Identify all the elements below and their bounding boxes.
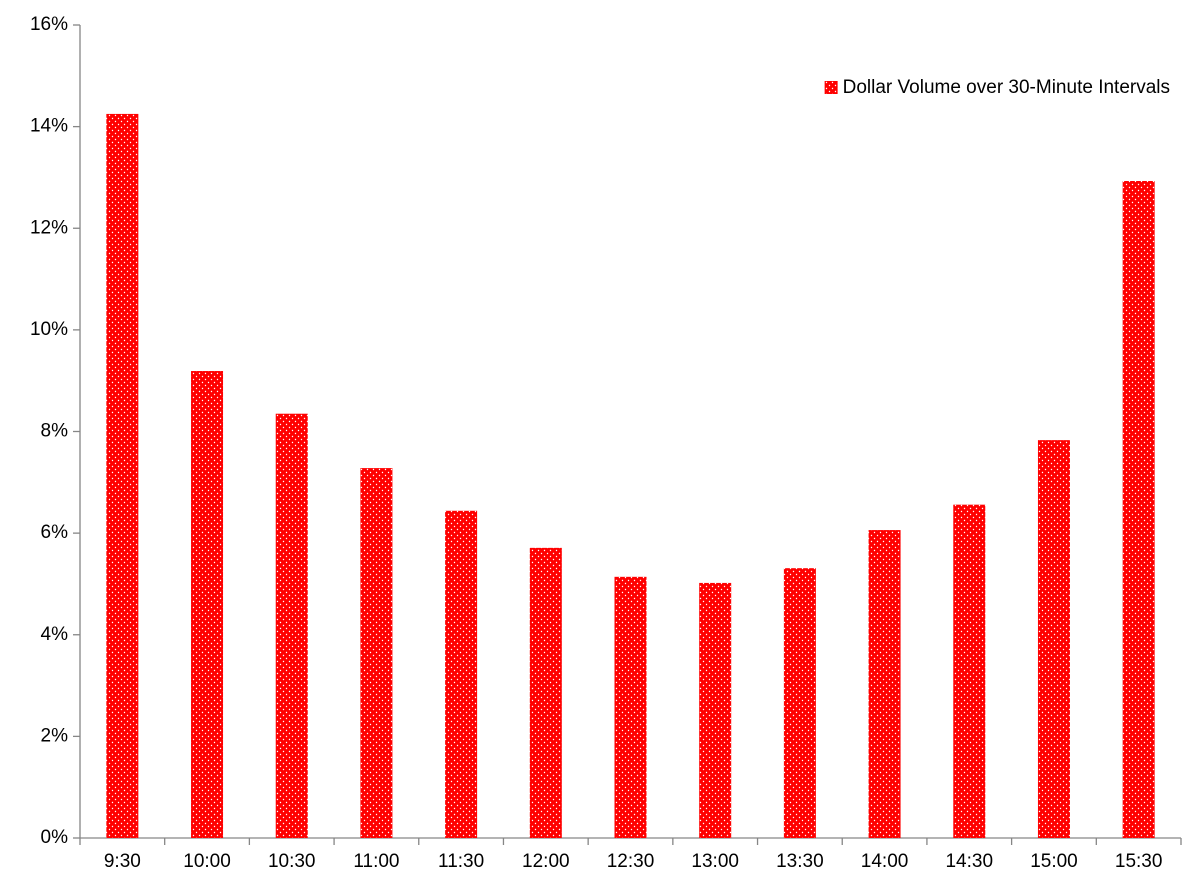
x-tick-label: 14:30 <box>945 851 993 872</box>
bar <box>191 371 224 838</box>
bar <box>1122 180 1155 838</box>
y-tick-label: 14% <box>30 116 68 137</box>
y-tick-label: 12% <box>30 217 68 238</box>
y-tick-label: 6% <box>41 522 69 543</box>
y-tick-label: 10% <box>30 319 68 340</box>
bar <box>953 504 986 838</box>
bar <box>360 468 393 838</box>
legend-swatch <box>824 81 838 94</box>
y-tick-label: 2% <box>41 725 69 746</box>
bar <box>614 576 647 838</box>
y-tick-label: 8% <box>41 421 69 442</box>
legend-label: Dollar Volume over 30-Minute Intervals <box>843 77 1170 98</box>
y-tick-label: 0% <box>41 827 69 848</box>
x-tick-label: 12:30 <box>607 851 655 872</box>
bar <box>106 113 139 838</box>
bar <box>275 413 308 838</box>
bar <box>868 530 901 838</box>
bar <box>1037 440 1070 838</box>
bar <box>529 547 562 838</box>
y-tick-label: 4% <box>41 624 69 645</box>
x-tick-label: 12:00 <box>522 851 570 872</box>
x-tick-label: 10:30 <box>268 851 316 872</box>
x-tick-label: 15:30 <box>1115 851 1163 872</box>
bar <box>783 568 816 838</box>
x-tick-label: 13:00 <box>691 851 739 872</box>
x-tick-label: 13:30 <box>776 851 824 872</box>
bar <box>699 582 732 838</box>
x-tick-label: 11:00 <box>353 851 399 872</box>
x-tick-label: 11:30 <box>438 851 484 872</box>
x-tick-label: 15:00 <box>1030 851 1078 872</box>
bar <box>445 510 478 838</box>
x-tick-label: 14:00 <box>861 851 909 872</box>
x-tick-label: 10:00 <box>183 851 231 872</box>
x-tick-label: 9:30 <box>104 851 141 872</box>
y-tick-label: 16% <box>30 14 68 35</box>
